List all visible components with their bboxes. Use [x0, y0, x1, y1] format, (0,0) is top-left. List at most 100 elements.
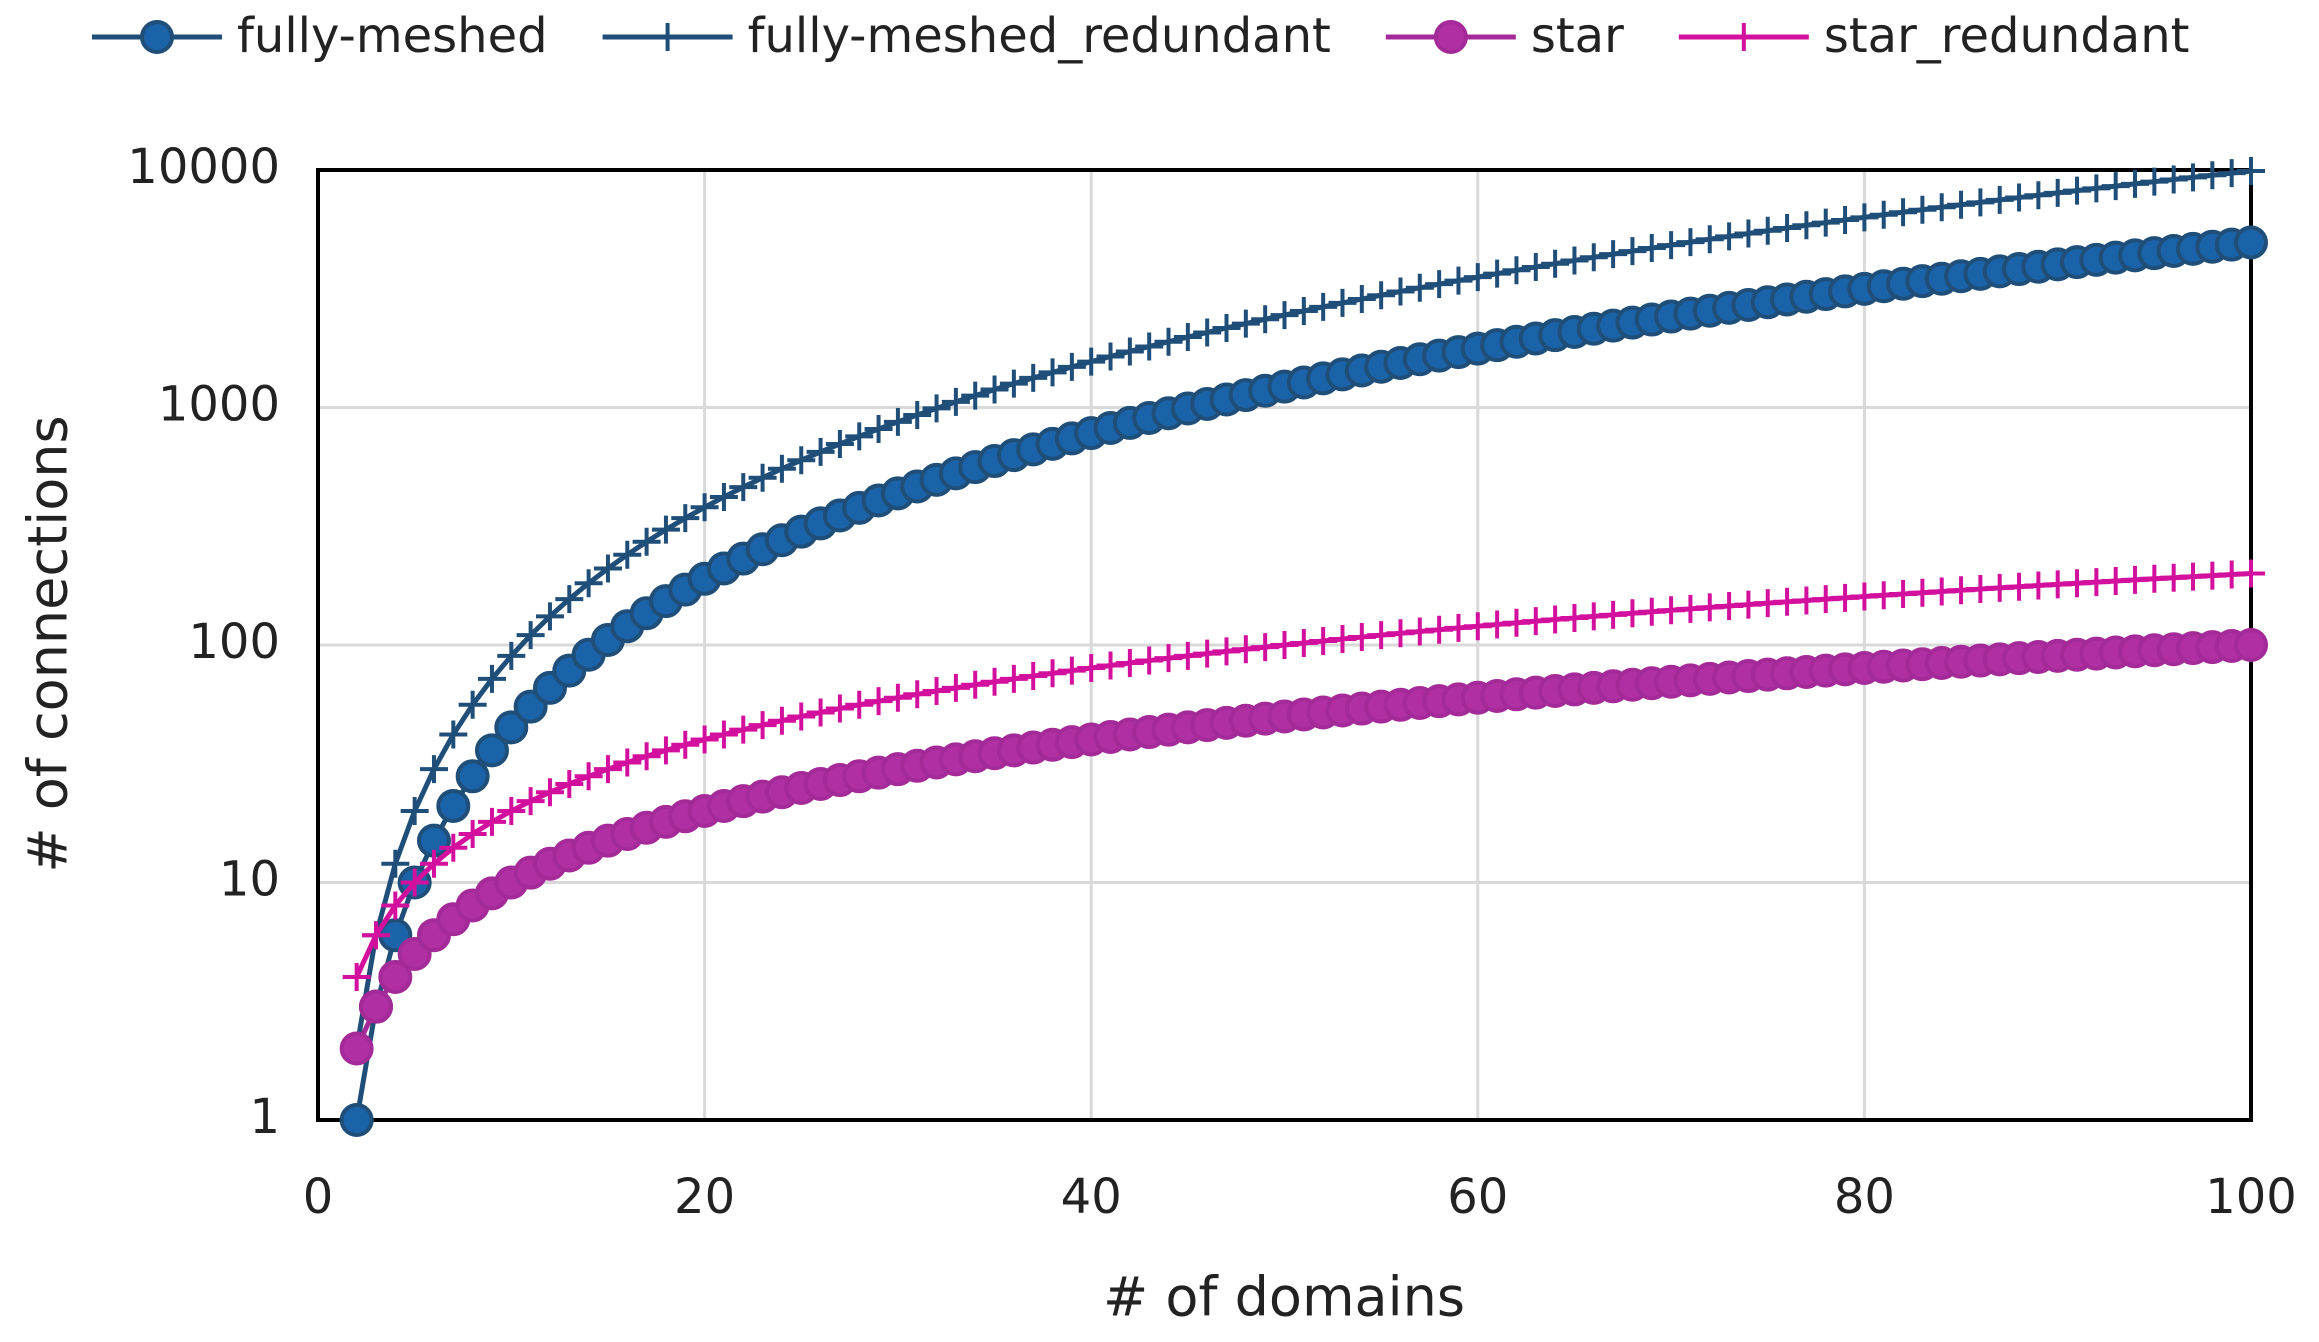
point	[1077, 347, 1106, 376]
y-tick-label: 1	[249, 1089, 280, 1145]
point	[825, 429, 854, 458]
point	[845, 422, 874, 451]
legend-item: fully-meshed	[92, 8, 548, 64]
point	[535, 778, 564, 807]
point	[1057, 352, 1086, 381]
legend-label: star_redundant	[1824, 8, 2190, 64]
legend-item: star	[1385, 8, 1624, 64]
point	[1193, 639, 1222, 668]
point	[2140, 167, 2169, 196]
point	[632, 742, 661, 771]
point	[825, 694, 854, 723]
point	[1231, 309, 1260, 338]
point	[378, 960, 413, 995]
point	[709, 720, 738, 749]
point	[2005, 183, 2034, 212]
point	[458, 690, 487, 719]
point	[1676, 228, 1705, 257]
x-axis-title: # of domains	[1103, 1266, 1465, 1329]
series	[339, 628, 2268, 1066]
point	[980, 667, 1009, 696]
point	[1985, 185, 2014, 214]
point	[1173, 323, 1202, 352]
point	[961, 381, 990, 410]
point	[729, 473, 758, 502]
point	[140, 20, 174, 54]
point	[1425, 270, 1454, 299]
point	[1927, 193, 1956, 222]
point	[1173, 641, 1202, 670]
point	[1433, 20, 1468, 54]
point	[1657, 231, 1686, 260]
point	[2082, 174, 2111, 203]
point	[1753, 216, 1782, 245]
point	[903, 400, 932, 429]
point	[864, 687, 893, 716]
point	[339, 1031, 374, 1066]
point	[419, 849, 448, 878]
point	[1347, 285, 1376, 314]
legend-item: star_redundant	[1678, 8, 2190, 64]
point	[2024, 181, 2053, 210]
x-tick-label: 60	[1447, 1169, 1508, 1225]
point	[2237, 559, 2265, 588]
point	[1115, 648, 1144, 677]
point	[1154, 644, 1183, 673]
point	[419, 755, 448, 784]
point	[651, 515, 680, 544]
point	[1038, 659, 1067, 688]
point	[1502, 256, 1531, 285]
point	[1096, 651, 1125, 680]
point	[864, 414, 893, 443]
x-tick-label: 40	[1061, 1169, 1122, 1225]
point	[1947, 190, 1976, 219]
point	[1521, 252, 1550, 281]
point	[709, 482, 738, 511]
point	[767, 706, 796, 735]
point	[1541, 249, 1570, 278]
point	[1135, 332, 1164, 361]
point	[1966, 188, 1995, 217]
point	[1038, 358, 1067, 387]
point	[941, 673, 970, 702]
point	[455, 759, 490, 794]
legend-label: star	[1531, 8, 1624, 64]
point	[883, 407, 912, 436]
legend-label: fully-meshed	[237, 8, 548, 64]
x-tick-label: 80	[1834, 1169, 1895, 1225]
point	[806, 437, 835, 466]
point	[1734, 219, 1763, 248]
series	[339, 225, 2268, 1137]
point	[1135, 646, 1164, 675]
point	[922, 677, 951, 706]
point	[2121, 169, 2150, 198]
point	[1328, 288, 1357, 317]
point	[1096, 342, 1125, 371]
point	[1715, 222, 1744, 251]
point	[381, 891, 410, 920]
point	[1850, 203, 1879, 232]
point	[671, 504, 700, 533]
point	[555, 585, 584, 614]
point	[961, 670, 990, 699]
point	[339, 1103, 374, 1137]
point	[2101, 172, 2130, 201]
point	[671, 730, 700, 759]
point	[806, 698, 835, 727]
point	[1695, 225, 1724, 254]
point	[613, 540, 642, 569]
point	[1289, 628, 1318, 657]
x-tick-label: 20	[674, 1169, 735, 1225]
point	[651, 736, 680, 765]
point	[903, 680, 932, 709]
point	[381, 849, 410, 878]
point	[2237, 157, 2265, 186]
point	[497, 797, 526, 826]
point	[436, 788, 471, 823]
y-tick-label: 10	[219, 852, 280, 908]
point	[845, 690, 874, 719]
point	[613, 748, 642, 777]
point	[477, 807, 506, 836]
point	[1483, 259, 1512, 288]
